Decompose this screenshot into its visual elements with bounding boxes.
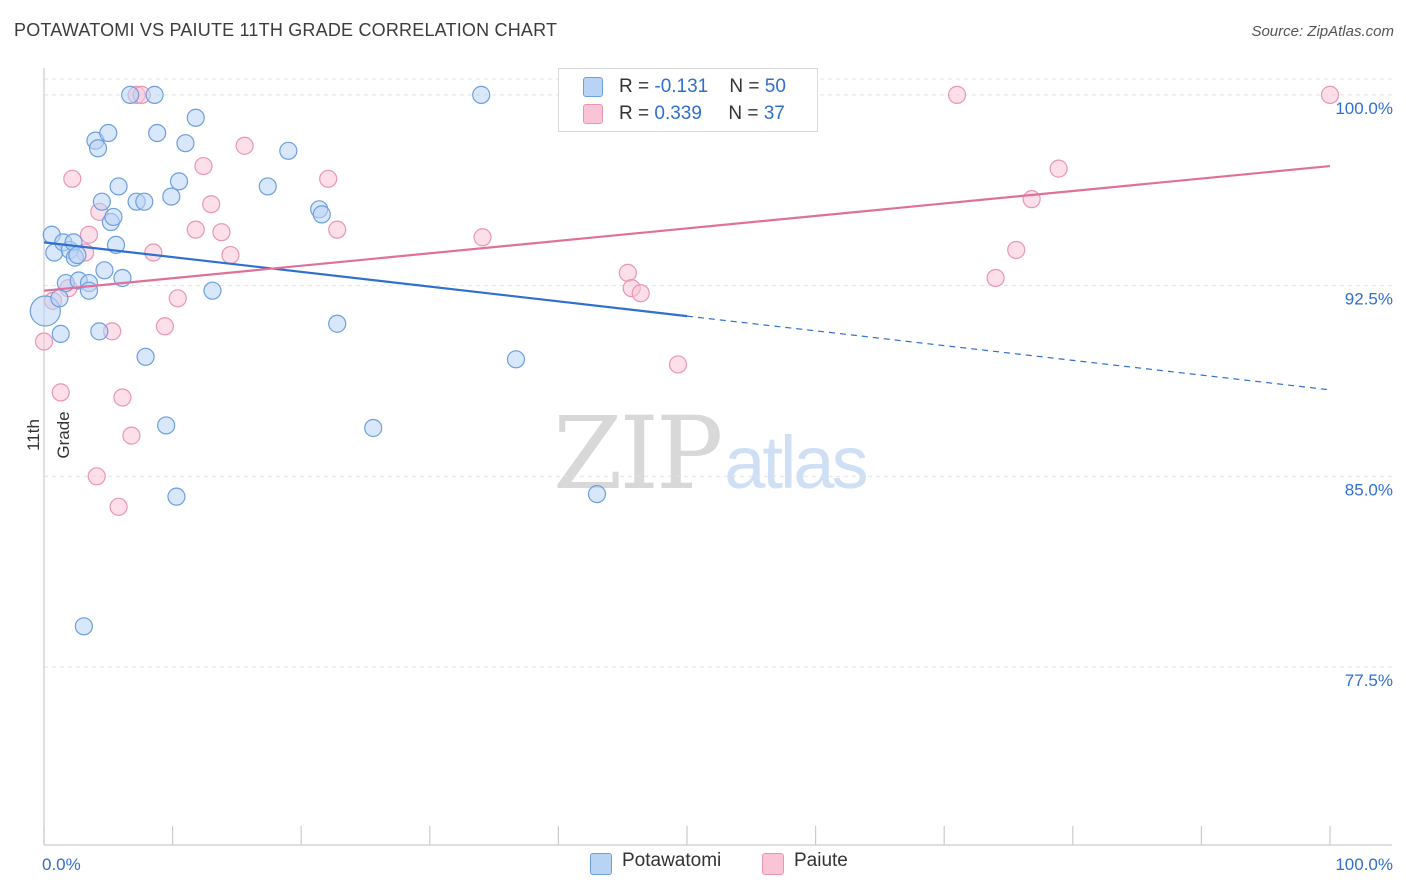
y-tick-label: 77.5% xyxy=(1345,671,1393,690)
legend-r-label: R = xyxy=(619,76,655,97)
potawatomi-point xyxy=(157,416,176,435)
watermark: ZIPatlas xyxy=(553,395,869,512)
potawatomi-point xyxy=(90,322,109,341)
potawatomi-point xyxy=(88,139,108,158)
potawatomi-point xyxy=(472,85,491,104)
bottom-legend-label: Potawatomi xyxy=(622,850,722,871)
potawatomi-point xyxy=(50,289,69,308)
gridlines xyxy=(44,78,1392,668)
paiute-point xyxy=(618,263,637,282)
paiute-point xyxy=(51,383,70,402)
potawatomi-point xyxy=(135,192,154,211)
y-tick-label: 100.0% xyxy=(1335,99,1393,118)
legend-r-label: R = xyxy=(619,103,655,124)
potawatomi-point xyxy=(506,350,526,369)
bottom-legend-swatch-blue xyxy=(590,853,612,875)
x-tick-label: 0.0% xyxy=(42,855,81,874)
potawatomi-point xyxy=(109,177,128,196)
potawatomi-point xyxy=(68,245,87,265)
potawatomi-point xyxy=(169,172,189,191)
paiute-points xyxy=(34,85,1340,516)
potawatomi-point xyxy=(121,85,140,104)
potawatomi-point xyxy=(258,177,277,196)
potawatomi-point xyxy=(279,141,298,160)
watermark-atlas: atlas xyxy=(724,421,868,504)
potawatomi-point xyxy=(162,187,181,206)
potawatomi-point xyxy=(104,207,123,227)
potawatomi-point xyxy=(148,123,167,143)
potawatomi-point xyxy=(364,418,383,438)
legend-n-value: 50 xyxy=(764,76,786,97)
paiute-point xyxy=(668,355,688,374)
stats-legend: R = -0.131 N = 50 R = 0.339 N = 37 xyxy=(558,68,818,132)
bottom-legend-swatch-pink xyxy=(762,853,784,875)
paiute-point xyxy=(155,317,174,336)
paiute-point xyxy=(168,289,187,308)
potawatomi-point xyxy=(99,123,118,143)
paiute-point xyxy=(87,467,106,486)
potawatomi-point xyxy=(312,205,331,224)
potawatomi-point xyxy=(587,484,607,504)
potawatomi-point xyxy=(74,617,93,636)
x-tick-label: 100.0% xyxy=(1335,855,1393,874)
legend-n-label: N = xyxy=(728,103,764,124)
paiute-point xyxy=(122,426,141,445)
potawatomi-point xyxy=(176,134,195,153)
paiute-point xyxy=(328,220,347,239)
paiute-point xyxy=(473,228,492,247)
potawatomi-point xyxy=(95,261,114,280)
legend-r-value: -0.131 xyxy=(654,76,709,97)
potawatomi-point xyxy=(328,314,347,333)
potawatomi-point xyxy=(145,85,164,104)
paiute-point xyxy=(319,169,338,188)
potawatomi-point xyxy=(167,487,186,506)
paiute-point xyxy=(631,284,650,303)
paiute-point xyxy=(1007,240,1026,260)
paiute-point xyxy=(109,497,128,516)
chart-title: POTAWATOMI VS PAIUTE 11TH GRADE CORRELAT… xyxy=(14,20,558,40)
legend-swatch-blue xyxy=(583,77,603,97)
legend-swatch-pink xyxy=(583,104,603,124)
potawatomi-point xyxy=(51,324,70,344)
paiute-point xyxy=(1022,190,1041,209)
potawatomi-point xyxy=(186,108,205,127)
paiute-point xyxy=(1049,159,1068,178)
paiute-point xyxy=(221,245,240,265)
trend-lines xyxy=(43,164,1331,391)
tick-labels: 77.5% 85.0% 92.5% 100.0% 0.0% 100.0% xyxy=(42,99,1393,874)
watermark-zip: ZIP xyxy=(553,395,723,512)
bottom-legend-label: Paiute xyxy=(794,850,848,871)
paiute-point xyxy=(144,243,163,262)
paiute-point xyxy=(79,225,99,244)
paiute-point xyxy=(212,223,231,242)
source-label: Source: ZipAtlas.com xyxy=(1251,23,1394,40)
potawatomi-point xyxy=(203,281,222,300)
potawatomi-trend-extension xyxy=(686,315,1331,391)
paiute-trend-line xyxy=(43,164,1331,292)
legend-n-value: 37 xyxy=(763,103,785,124)
axes xyxy=(43,68,1392,846)
potawatomi-point xyxy=(92,192,111,211)
paiute-point xyxy=(63,169,82,188)
legend-r-value: 0.339 xyxy=(654,103,702,124)
potawatomi-trend-line xyxy=(43,241,688,318)
y-tick-label: 85.0% xyxy=(1345,480,1393,499)
paiute-point xyxy=(1320,85,1340,104)
paiute-point xyxy=(34,332,54,351)
potawatomi-point xyxy=(136,347,155,366)
paiute-point xyxy=(194,156,213,176)
potawatomi-points xyxy=(29,85,607,636)
paiute-point xyxy=(235,136,254,155)
paiute-point xyxy=(186,220,205,239)
paiute-point xyxy=(113,388,132,407)
paiute-point xyxy=(947,85,967,104)
y-tick-label: 92.5% xyxy=(1345,290,1393,309)
paiute-point xyxy=(202,195,221,214)
legend-n-label: N = xyxy=(729,76,765,97)
paiute-point xyxy=(986,268,1005,288)
